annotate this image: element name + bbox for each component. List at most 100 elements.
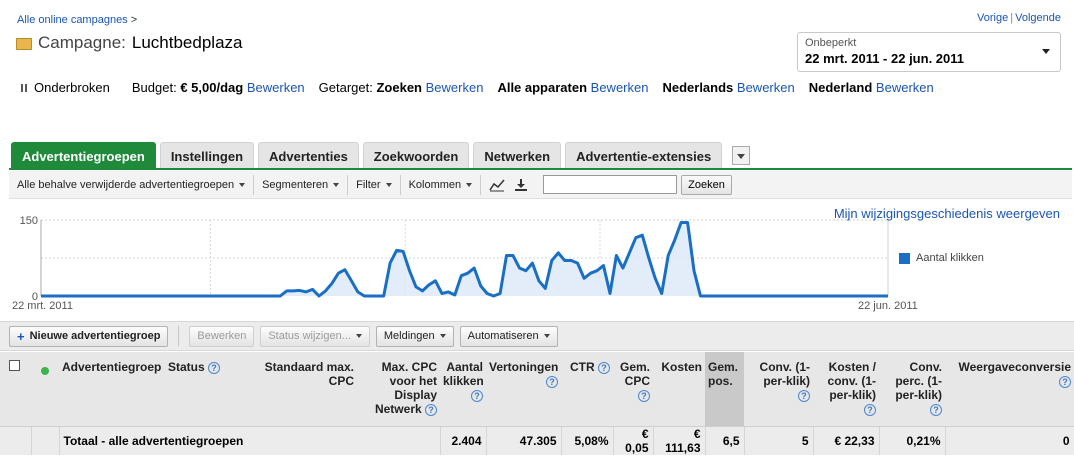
- new-ad-group-label: Nieuwe advertentiegroep: [29, 330, 161, 342]
- search-input[interactable]: [543, 175, 678, 194]
- help-icon[interactable]: ?: [638, 390, 650, 402]
- y-tick-label: 0: [32, 291, 38, 303]
- alerts-button[interactable]: Meldingen: [375, 325, 454, 347]
- edit-button[interactable]: Bewerken: [189, 325, 255, 347]
- budget-value: € 5,00/dag: [180, 80, 244, 95]
- tab-ad-groups[interactable]: Advertentiegroepen: [11, 142, 156, 169]
- total-clicks: 2.404: [440, 425, 487, 455]
- help-icon[interactable]: ?: [798, 390, 810, 402]
- header-avg-cpc[interactable]: Gem. CPC?: [613, 352, 653, 427]
- columns-dropdown[interactable]: Kolommen: [401, 174, 482, 195]
- header-ad-group[interactable]: Advertentiegroep: [59, 352, 165, 427]
- tab-settings[interactable]: Instellingen: [159, 142, 255, 169]
- breadcrumb-all-campaigns-link[interactable]: Alle online campagnes: [17, 14, 128, 26]
- header-display-cpc-label: Max. CPC voor het Display Netwerk: [374, 360, 437, 416]
- edit-targeting-link[interactable]: Bewerken: [425, 80, 484, 95]
- chart-svg: 150 022 mrt. 2011 22 jun. 2011: [12, 215, 918, 312]
- header-clicks[interactable]: Aantal klikken?: [440, 352, 486, 427]
- header-conv-rate[interactable]: Conv. perc. (1-per-klik)?: [879, 352, 945, 427]
- automate-button[interactable]: Automatiseren: [459, 325, 558, 347]
- header-cost[interactable]: Kosten: [653, 352, 705, 427]
- tab-ads[interactable]: Advertenties: [258, 142, 359, 169]
- prev-link[interactable]: Vorige: [977, 12, 1009, 24]
- header-ctr[interactable]: CTR ?: [561, 352, 613, 427]
- download-icon[interactable]: [513, 178, 529, 192]
- campaign-label: Campagne:: [38, 33, 126, 52]
- header-default-cpc[interactable]: Standaard max. CPC: [258, 352, 357, 427]
- campaign-state: Onderbroken: [34, 80, 110, 95]
- plus-icon: +: [17, 328, 25, 344]
- help-icon[interactable]: ?: [1059, 376, 1071, 388]
- breadcrumb-separator: >: [130, 14, 138, 26]
- chevron-down-icon: [355, 334, 362, 338]
- help-icon[interactable]: ?: [425, 404, 437, 416]
- help-icon[interactable]: ?: [930, 404, 942, 416]
- select-all-checkbox[interactable]: [9, 360, 20, 371]
- total-impressions: 47.305: [486, 425, 562, 455]
- chevron-down-icon: [543, 334, 550, 338]
- filter-label: Filter: [356, 178, 381, 191]
- header-ctr-label: CTR: [569, 360, 595, 374]
- change-history-link[interactable]: Mijn wijzigingsgeschiedenis weergeven: [833, 206, 1060, 221]
- help-icon[interactable]: ?: [471, 390, 483, 402]
- performance-chart: 150 0 22 mrt. 2011 22 jun. 2011: [9, 200, 1072, 318]
- more-tabs-button[interactable]: [732, 146, 751, 165]
- edit-budget-link[interactable]: Bewerken: [246, 80, 305, 95]
- edit-location-link[interactable]: Bewerken: [875, 80, 934, 95]
- date-range-value: 22 mrt. 2011 - 22 jun. 2011: [805, 51, 964, 66]
- total-label: Totaal - alle advertentiegroepen: [59, 425, 441, 455]
- segment-dropdown[interactable]: Segmenteren: [254, 174, 349, 195]
- help-icon[interactable]: ?: [546, 376, 558, 388]
- header-clicks-label: Aantal klikken: [443, 360, 484, 388]
- status-dot-icon[interactable]: [41, 367, 49, 375]
- new-ad-group-button[interactable]: + Nieuwe advertentiegroep: [9, 325, 169, 347]
- change-status-button[interactable]: Status wijzigen...: [260, 325, 370, 347]
- chevron-down-icon: [333, 182, 340, 187]
- tab-networks[interactable]: Netwerken: [473, 142, 562, 169]
- header-avg-pos[interactable]: Gem. pos.: [705, 352, 744, 427]
- budget-label: Budget:: [131, 80, 177, 95]
- header-conv-label: Conv. (1-per-klik): [759, 360, 810, 388]
- header-cost-conv[interactable]: Kosten / conv. (1-per-klik)?: [813, 352, 879, 427]
- line-chart-icon[interactable]: [489, 178, 505, 192]
- status-dot-header: [31, 352, 59, 427]
- filter-dropdown[interactable]: Filter: [348, 174, 401, 195]
- help-icon[interactable]: ?: [598, 362, 610, 374]
- alerts-label: Meldingen: [383, 330, 435, 342]
- header-conv-rate-label: Conv. perc. (1-per-klik): [895, 360, 942, 402]
- total-conv-rate: 0,21%: [879, 425, 946, 455]
- help-icon[interactable]: ?: [864, 404, 876, 416]
- edit-language-link[interactable]: Bewerken: [736, 80, 795, 95]
- edit-devices-link[interactable]: Bewerken: [590, 80, 649, 95]
- tab-ad-extensions[interactable]: Advertentie-extensies: [565, 142, 723, 169]
- header-view-through[interactable]: Weergaveconversie?: [945, 352, 1074, 427]
- search-button[interactable]: Zoeken: [681, 174, 732, 195]
- x-tick-label-start: 22 mrt. 2011: [12, 300, 73, 312]
- next-link[interactable]: Volgende: [1015, 12, 1061, 24]
- header-cost-conv-label: Kosten / conv. (1-per-klik): [827, 360, 876, 402]
- total-view-through: 0: [945, 425, 1074, 455]
- header-display-cpc[interactable]: Max. CPC voor het Display Netwerk ?: [357, 352, 440, 427]
- help-icon[interactable]: ?: [208, 362, 221, 374]
- total-ctr: 5,08%: [561, 425, 614, 455]
- chart-legend: Aantal klikken: [899, 252, 984, 264]
- header-avg-cpc-label: Gem. CPC: [619, 360, 650, 388]
- header-status[interactable]: Status ?: [165, 352, 258, 427]
- language-value: Nederlands: [662, 80, 734, 95]
- total-avg-pos: 6,5: [705, 425, 745, 455]
- table-row-total: Totaal - alle advertentiegroepen 2.404 4…: [0, 425, 1074, 455]
- divider: [178, 326, 180, 346]
- total-conv: 5: [744, 425, 814, 455]
- location-value: Nederland: [808, 80, 873, 95]
- tab-keywords[interactable]: Zoekwoorden: [362, 142, 470, 169]
- total-cost: € 111,63: [653, 425, 706, 455]
- columns-label: Kolommen: [408, 178, 462, 191]
- header-impressions[interactable]: Vertoningen?: [486, 352, 561, 427]
- header-status-label: Status: [168, 360, 205, 374]
- filter-scope-dropdown[interactable]: Alle behalve verwijderde advertentiegroe…: [9, 174, 255, 195]
- campaign-status-bar: Onderbroken Budget: € 5,00/dag Bewerken …: [21, 80, 934, 95]
- date-range-picker[interactable]: Onbeperkt 22 mrt. 2011 - 22 jun. 2011: [797, 32, 1061, 72]
- header-view-through-label: Weergaveconversie: [958, 360, 1071, 374]
- chevron-down-icon: [466, 182, 473, 187]
- header-conv[interactable]: Conv. (1-per-klik)?: [744, 352, 813, 427]
